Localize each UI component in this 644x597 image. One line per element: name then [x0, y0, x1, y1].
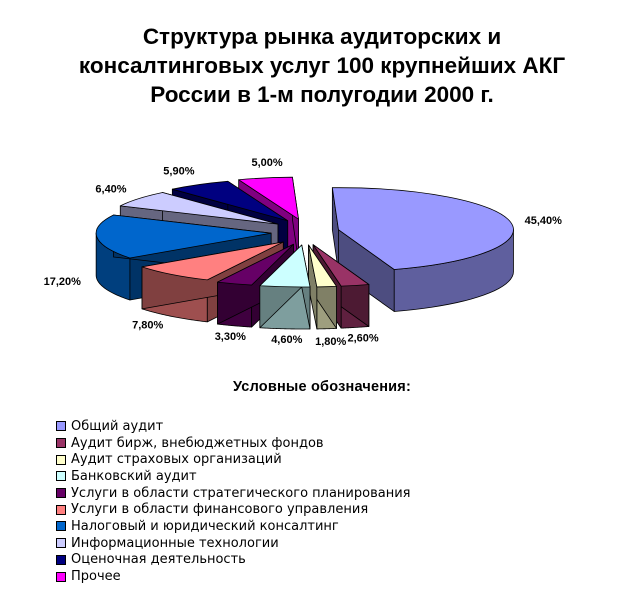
legend-swatch: [56, 488, 66, 499]
slice-data-label: 1,80%: [315, 336, 346, 348]
slice-data-label: 45,40%: [525, 215, 563, 227]
pie-slice: [308, 244, 337, 330]
legend-swatch: [56, 454, 66, 465]
pie-slice: [259, 244, 311, 330]
legend-item: Аудит бирж, внебюджетных фондов: [56, 435, 411, 452]
legend-label: Информационные технологии: [71, 535, 279, 551]
slice-data-label: 4,60%: [271, 334, 302, 346]
legend-item: Услуги в области финансового управления: [56, 501, 411, 518]
slice-data-label: 5,90%: [163, 166, 194, 178]
legend-item: Налоговый и юридический консалтинг: [56, 518, 411, 535]
legend-swatch: [56, 571, 66, 582]
legend-label: Общий аудит: [71, 418, 164, 434]
pie-chart: 45,40% 2,60%1,80% 4,60% 3,30% 7,80% 17,20% 6,4…: [44, 157, 563, 348]
legend-label: Аудит страховых организаций: [71, 452, 282, 468]
legend-swatch: [56, 421, 66, 432]
slice-data-label: 6,40%: [95, 184, 126, 196]
slice-data-label: 5,00%: [251, 157, 282, 169]
legend-item: Аудит страховых организаций: [56, 451, 411, 468]
slice-data-label: 3,30%: [215, 331, 246, 343]
legend-swatch: [56, 438, 66, 449]
legend-label: Банковский аудит: [71, 468, 197, 484]
legend-label: Прочее: [71, 569, 121, 585]
legend-item: Банковский аудит: [56, 468, 411, 485]
legend-label: Услуги в области финансового управления: [71, 502, 369, 518]
legend-label: Оценочная деятельность: [71, 552, 246, 568]
legend-label: Аудит бирж, внебюджетных фондов: [71, 435, 324, 451]
pie-slice: [331, 187, 514, 312]
legend-label: Налоговый и юридический консалтинг: [71, 518, 339, 534]
legend-item: Услуги в области стратегического планиро…: [56, 485, 411, 502]
slice-data-label: 7,80%: [132, 319, 163, 331]
legend: Общий аудит Аудит бирж, внебюджетных фонд…: [56, 418, 411, 585]
slice-data-label: 2,60%: [347, 332, 378, 344]
legend-swatch: [56, 504, 66, 515]
legend-swatch: [56, 521, 66, 532]
legend-heading: Условные обозначения:: [233, 379, 411, 395]
legend-item: Прочее: [56, 568, 411, 585]
slice-data-label: 17,20%: [44, 276, 82, 288]
legend-label: Услуги в области стратегического планиро…: [71, 485, 411, 501]
legend-item: Информационные технологии: [56, 535, 411, 552]
legend-swatch: [56, 471, 66, 482]
legend-item: Оценочная деятельность: [56, 552, 411, 569]
chart-title: Структура рынка аудиторских и консалтинг…: [78, 24, 566, 107]
legend-swatch: [56, 538, 66, 549]
legend-item: Общий аудит: [56, 418, 411, 435]
legend-swatch: [56, 554, 66, 565]
